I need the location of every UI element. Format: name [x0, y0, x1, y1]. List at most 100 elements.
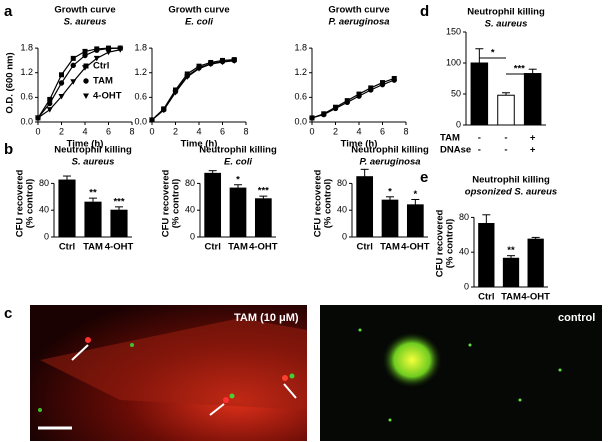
legend-label: 4-OHT [93, 91, 122, 102]
x-tick-label: TAM [380, 242, 400, 253]
bar [381, 199, 399, 238]
y-axis-label: (% control) [445, 219, 456, 269]
y-tick-label: 0.6 [20, 92, 33, 102]
panel-letter: c [4, 305, 12, 322]
x-tick-label: 4 [82, 126, 87, 136]
marker [321, 111, 327, 118]
significance: * [491, 48, 495, 59]
x-tick-label: 2 [173, 126, 178, 136]
chart-subtitle: P. aeruginosa [359, 157, 420, 168]
x-tick-label: TAM [83, 242, 103, 253]
chart-subtitle: E. coli [185, 17, 213, 28]
marker [196, 66, 202, 72]
y-axis-label: (% control) [323, 179, 334, 229]
y-tick-label: 0 [190, 231, 195, 241]
marker [58, 94, 65, 100]
bar [356, 176, 374, 238]
x-axis-label: Time (h) [341, 139, 378, 150]
x-tick-label: 6 [380, 126, 385, 136]
x-tick-label: 4 [356, 126, 361, 136]
chart-subtitle: P. aeruginosa [328, 17, 389, 28]
marker [70, 55, 76, 61]
y-tick-label: 40 [459, 247, 469, 257]
marker [59, 72, 64, 78]
chart-subtitle: opsonized S. aureus [465, 187, 557, 198]
condition-value: - [504, 133, 507, 144]
condition-value: - [478, 133, 481, 144]
marker [219, 59, 226, 66]
condition-value: - [504, 145, 507, 156]
marker [231, 58, 238, 64]
significance: *** [514, 64, 525, 75]
marker [70, 79, 77, 85]
marker [309, 115, 315, 121]
x-axis-label: Time (h) [181, 139, 218, 150]
chart-title: Neutrophil killing [54, 145, 132, 156]
panel-letter: b [4, 141, 13, 158]
marker [391, 77, 397, 83]
bar [527, 238, 544, 288]
y-tick-label: 80 [459, 212, 469, 222]
y-tick-label: 80 [185, 178, 195, 188]
y-tick-label: 1.8 [20, 42, 33, 52]
y-tick-label: 100 [446, 57, 461, 67]
bar [497, 94, 515, 126]
chart-title: Neutrophil killing [351, 145, 429, 156]
condition-value: + [530, 145, 536, 156]
y-axis-label: (% control) [171, 179, 182, 229]
y-tick-label: 50 [451, 88, 461, 98]
x-tick-label: 8 [129, 126, 134, 136]
panel-letter: e [420, 169, 428, 186]
chart-title: Growth curve [54, 5, 115, 16]
x-axis-label: Time (h) [67, 139, 104, 150]
bar [502, 257, 520, 288]
condition-value: + [530, 133, 536, 144]
chart-subtitle: S. aureus [72, 157, 115, 168]
y-tick-label: 0.0 [294, 116, 307, 126]
chart-title: Neutrophil killing [472, 175, 550, 186]
x-tick-label: 2 [59, 126, 64, 136]
bar [254, 198, 272, 238]
marker [47, 100, 53, 107]
y-tick-label: 0 [44, 231, 49, 241]
x-tick-label: 0 [309, 126, 314, 136]
y-tick-label: 80 [337, 178, 347, 188]
bar [406, 204, 424, 238]
y-tick-label: 0.0 [20, 116, 33, 126]
marker [172, 89, 179, 96]
marker [47, 96, 53, 102]
y-tick-label: 1.2 [20, 67, 33, 77]
x-tick-label: 4-OHT [105, 242, 134, 253]
x-tick-label: Ctrl [204, 242, 220, 253]
marker [332, 105, 339, 112]
significance: ** [507, 245, 515, 256]
y-tick-label: 1.2 [294, 67, 307, 77]
marker [368, 87, 374, 93]
marker [70, 62, 76, 69]
y-axis-label: (% control) [25, 179, 36, 229]
x-tick-label: 4-OHT [401, 242, 430, 253]
y-axis-label: CFU recovered [15, 170, 26, 238]
bar [110, 209, 128, 238]
y-tick-label: 150 [446, 26, 461, 36]
marker [82, 48, 88, 54]
panel-letter: d [420, 3, 429, 20]
chart-subtitle: E. coli [224, 157, 252, 168]
x-tick-label: 8 [403, 126, 408, 136]
bar [84, 201, 102, 238]
marker [184, 74, 191, 80]
x-tick-label: 0 [149, 126, 154, 136]
panel-letter: a [4, 3, 13, 20]
marker [105, 49, 112, 56]
marker [83, 93, 89, 99]
marker [94, 47, 100, 53]
y-tick-label: 0.0 [134, 116, 147, 126]
chart-title: Neutrophil killing [199, 145, 277, 156]
x-tick-label: 4 [196, 126, 201, 136]
marker [46, 107, 53, 113]
x-tick-label: Ctrl [478, 292, 494, 303]
marker [160, 107, 167, 114]
bar [470, 62, 489, 126]
y-tick-label: 0 [342, 231, 347, 241]
chart-title: Growth curve [168, 5, 229, 16]
